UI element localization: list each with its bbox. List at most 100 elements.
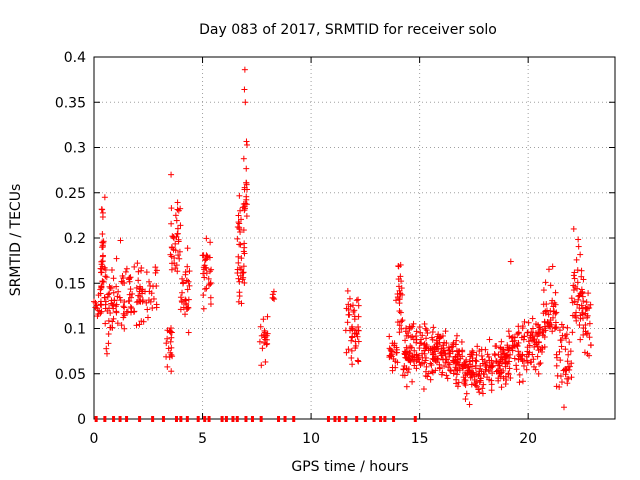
data-point xyxy=(202,285,209,292)
data-point xyxy=(553,354,560,361)
data-point xyxy=(462,369,469,376)
data-point xyxy=(264,313,271,320)
data-point xyxy=(200,270,207,277)
y-tick-label: 0.35 xyxy=(55,95,86,111)
data-point xyxy=(525,338,532,345)
data-point xyxy=(413,358,420,365)
y-tick-label: 0.3 xyxy=(64,141,86,157)
data-point xyxy=(540,328,547,335)
data-point xyxy=(389,348,396,355)
data-point xyxy=(404,369,411,376)
data-point xyxy=(585,290,592,297)
data-point xyxy=(349,323,356,330)
data-point xyxy=(105,340,112,347)
data-point xyxy=(350,308,357,315)
data-point xyxy=(240,263,247,270)
data-point xyxy=(186,282,193,289)
data-point xyxy=(113,283,120,290)
data-point xyxy=(174,199,181,206)
data-point xyxy=(153,304,160,311)
data-point xyxy=(113,309,120,316)
data-point xyxy=(127,274,134,281)
data-point xyxy=(563,366,570,373)
data-point xyxy=(131,263,138,270)
data-point xyxy=(504,351,511,358)
data-point xyxy=(530,336,537,343)
data-point xyxy=(168,368,175,375)
data-point xyxy=(101,294,108,301)
data-point xyxy=(346,295,353,302)
data-point xyxy=(393,349,400,356)
data-point xyxy=(411,362,418,369)
data-point xyxy=(172,240,179,247)
data-point xyxy=(428,334,435,341)
data-point xyxy=(521,333,528,340)
data-point xyxy=(238,300,245,307)
data-point xyxy=(121,299,128,306)
data-point xyxy=(469,363,476,370)
data-point xyxy=(507,258,514,265)
data-point xyxy=(135,277,142,284)
data-point xyxy=(441,339,448,346)
data-point xyxy=(550,314,557,321)
data-point xyxy=(168,205,175,212)
data-point xyxy=(344,319,351,326)
data-point xyxy=(468,371,475,378)
data-point xyxy=(343,349,350,356)
data-point xyxy=(542,323,549,330)
data-point xyxy=(446,347,453,354)
y-tick-label: 0.25 xyxy=(55,186,86,202)
data-point xyxy=(421,350,428,357)
data-point xyxy=(153,283,160,290)
data-point xyxy=(430,324,437,331)
data-point xyxy=(348,337,355,344)
data-point xyxy=(353,330,360,337)
data-point xyxy=(576,292,583,299)
data-point xyxy=(546,322,553,329)
data-point xyxy=(124,308,131,315)
data-point xyxy=(348,354,355,361)
data-point xyxy=(396,290,403,297)
data-point xyxy=(416,345,423,352)
zero-marker xyxy=(179,416,183,422)
data-point xyxy=(509,338,516,345)
data-point xyxy=(502,381,509,388)
zero-marker xyxy=(326,416,330,422)
data-point xyxy=(505,370,512,377)
data-point xyxy=(94,305,101,312)
data-point xyxy=(395,263,402,270)
data-point xyxy=(117,237,124,244)
data-point xyxy=(110,289,117,296)
data-point xyxy=(498,338,505,345)
data-point xyxy=(515,330,522,337)
data-point xyxy=(562,346,569,353)
data-point xyxy=(587,342,594,349)
data-point xyxy=(388,347,395,354)
data-point xyxy=(101,194,108,201)
data-point xyxy=(179,299,186,306)
data-point xyxy=(173,217,180,224)
data-point xyxy=(207,294,214,301)
data-point xyxy=(182,296,189,303)
data-point xyxy=(488,387,495,394)
data-point xyxy=(97,310,104,317)
data-point xyxy=(398,325,405,332)
data-point xyxy=(429,368,436,375)
data-point xyxy=(449,348,456,355)
data-point xyxy=(144,314,151,321)
data-point xyxy=(436,334,443,341)
data-point xyxy=(352,345,359,352)
data-point xyxy=(482,362,489,369)
zero-marker xyxy=(125,416,129,422)
data-point xyxy=(463,390,470,397)
data-point xyxy=(570,287,577,294)
data-point xyxy=(500,346,507,353)
data-point xyxy=(528,328,535,335)
data-point xyxy=(103,274,110,281)
data-point xyxy=(113,301,120,308)
zero-marker xyxy=(259,416,263,422)
data-point xyxy=(203,235,210,242)
zero-marker xyxy=(250,416,254,422)
data-point xyxy=(568,360,575,367)
data-point xyxy=(462,382,469,389)
